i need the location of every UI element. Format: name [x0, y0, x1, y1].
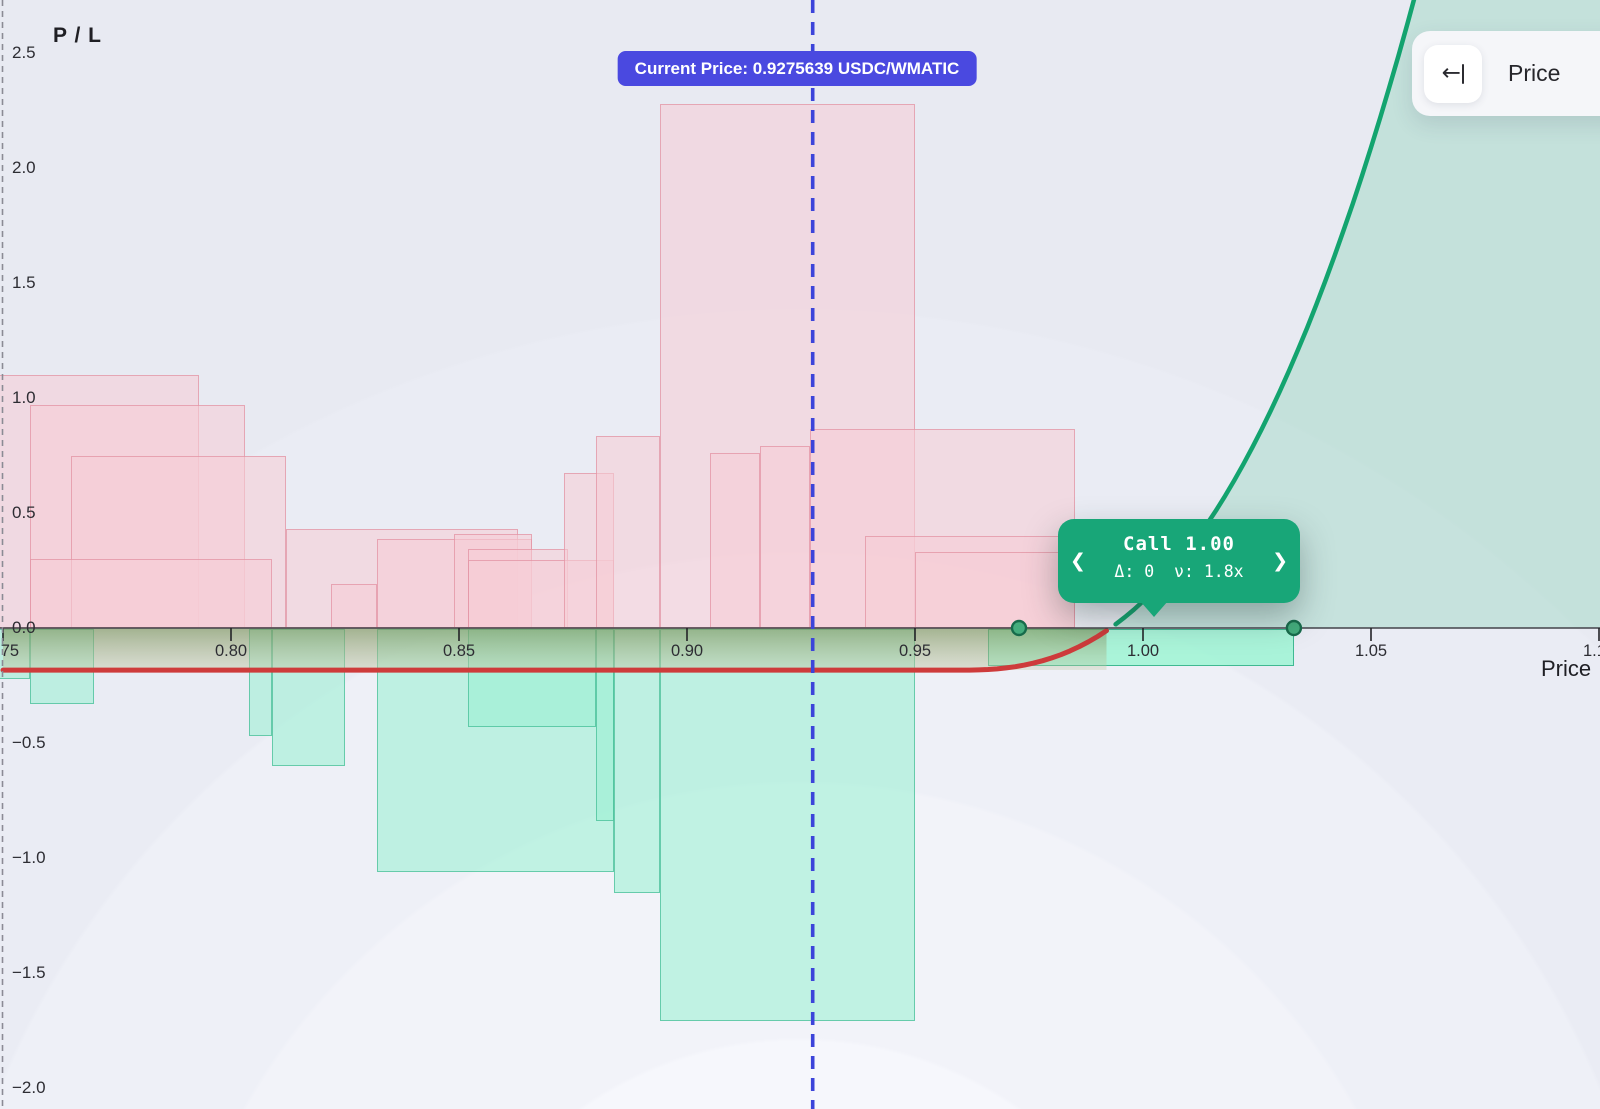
collapse-panel-button[interactable]: ← — [1424, 44, 1482, 103]
payoff-curve-negative — [0, 628, 1109, 673]
axis-mode-card: ← Price — [1412, 31, 1600, 116]
negative-pl-band-curve — [3, 628, 1107, 671]
liquidity-bar-below — [614, 629, 660, 893]
y-axis-title: P / L — [53, 24, 102, 47]
position-title: Call 1.00 — [1123, 533, 1235, 555]
current-price-badge: Current Price: 0.9275639 USDC/WMATIC — [617, 51, 977, 86]
previous-position-button[interactable]: ❮ — [1066, 546, 1090, 576]
arrow-to-bar-icon: ← — [1442, 62, 1465, 85]
position-tooltip[interactable]: ❮ Call 1.00 Δ: 0 ν: 1.8x ❯ — [1058, 519, 1300, 617]
axis-mode-label: Price — [1508, 60, 1561, 86]
x-axis-title: Price — [1541, 656, 1592, 681]
position-greeks: Δ: 0 ν: 1.8x — [1114, 562, 1244, 581]
liquidity-bar-above — [331, 584, 377, 628]
range-handle-high[interactable] — [1285, 619, 1303, 637]
liquidity-bar-above — [759, 446, 811, 628]
liquidity-bar-below — [659, 629, 915, 1022]
range-handle-low[interactable] — [1010, 619, 1028, 637]
liquidity-bar-above — [709, 453, 760, 628]
liquidity-bar-above — [595, 435, 660, 628]
next-position-button[interactable]: ❯ — [1268, 546, 1292, 576]
positive-pl-fill — [1115, 0, 1600, 628]
